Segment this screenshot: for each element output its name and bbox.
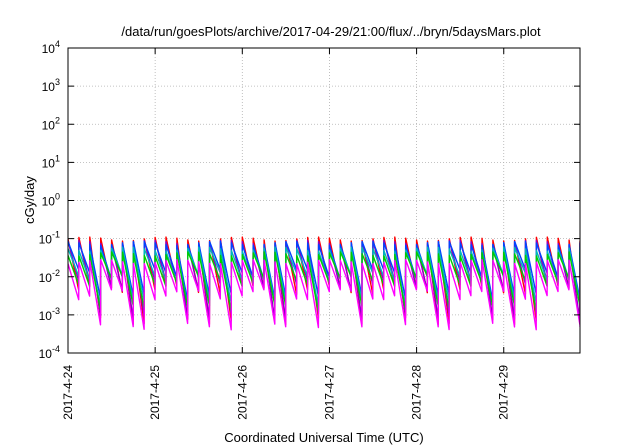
- y-axis-label: cGy/day: [22, 176, 37, 224]
- x-tick-label: 2017-4-24: [61, 365, 75, 420]
- axis-ticks: 10-4 10-3 10-2 10-1 100 101 102 103 104 2017-4-24…: [39, 39, 580, 420]
- x-axis-label: Coordinated Universal Time (UTC): [224, 430, 423, 445]
- y-tick-label: 10-2: [39, 268, 60, 285]
- y-tick-label: 100: [42, 192, 60, 209]
- x-tick-label: 2017-4-27: [322, 365, 336, 420]
- x-tick-label: 2017-4-28: [410, 365, 424, 420]
- chart-title: /data/run/goesPlots/archive/2017-04-29/2…: [121, 24, 541, 39]
- data-series: [68, 236, 580, 331]
- x-tick-label: 2017-4-29: [497, 365, 511, 420]
- y-tick-label: 104: [42, 39, 60, 56]
- x-tick-label: 2017-4-25: [148, 365, 162, 420]
- x-tick-label: 2017-4-26: [235, 365, 249, 420]
- y-tick-label: 102: [42, 115, 60, 132]
- y-tick-label: 101: [42, 153, 60, 170]
- y-tick-label: 10-4: [39, 344, 60, 361]
- series-line: [68, 259, 580, 331]
- y-tick-label: 103: [42, 77, 60, 94]
- y-tick-label: 10-3: [39, 306, 60, 323]
- y-tick-label: 10-1: [39, 230, 60, 247]
